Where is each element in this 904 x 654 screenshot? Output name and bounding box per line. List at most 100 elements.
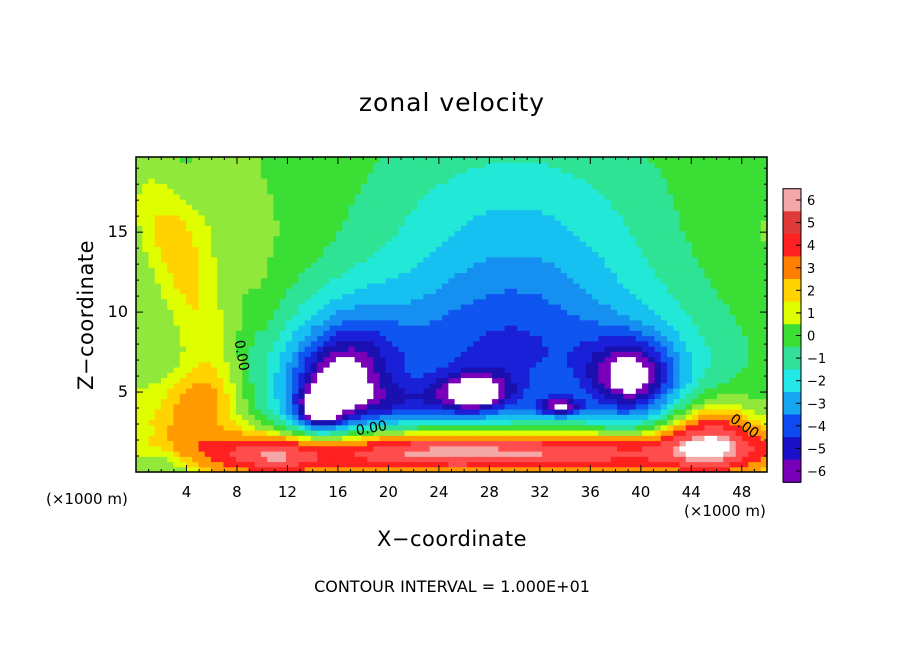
field-cell bbox=[417, 262, 424, 268]
field-cell bbox=[623, 419, 631, 426]
field-cell bbox=[410, 393, 418, 400]
field-cell bbox=[479, 382, 487, 389]
field-cell bbox=[198, 424, 206, 431]
field-cell bbox=[417, 267, 424, 274]
field-cell bbox=[173, 172, 181, 179]
field-cell bbox=[217, 199, 225, 205]
field-cell bbox=[154, 466, 162, 473]
field-cell bbox=[367, 414, 375, 421]
field-cell bbox=[610, 377, 618, 384]
field-cell bbox=[392, 193, 399, 200]
field-cell bbox=[417, 193, 424, 200]
field-cell bbox=[304, 356, 312, 363]
field-cell bbox=[142, 256, 150, 263]
field-cell bbox=[410, 204, 418, 211]
field-cell bbox=[510, 461, 518, 468]
field-cell bbox=[160, 162, 168, 169]
field-cell bbox=[173, 456, 181, 463]
field-cell bbox=[554, 272, 562, 279]
field-cell bbox=[373, 361, 381, 368]
field-cell bbox=[379, 340, 387, 347]
field-cell bbox=[354, 204, 362, 211]
field-cell bbox=[573, 325, 581, 331]
field-cell bbox=[136, 256, 143, 263]
field-cell bbox=[229, 262, 237, 268]
field-cell bbox=[548, 435, 556, 442]
field-cell bbox=[298, 325, 306, 331]
field-cell bbox=[654, 419, 662, 426]
field-cell bbox=[329, 272, 337, 279]
field-cell bbox=[567, 293, 574, 300]
field-cell bbox=[460, 340, 468, 347]
field-cell bbox=[360, 393, 368, 400]
field-cell bbox=[485, 445, 493, 452]
field-cell bbox=[448, 293, 456, 300]
field-cell bbox=[210, 314, 218, 321]
field-cell bbox=[423, 267, 431, 274]
field-cell bbox=[635, 424, 643, 431]
field-cell bbox=[423, 466, 431, 473]
field-cell bbox=[492, 193, 499, 200]
field-cell bbox=[567, 440, 574, 447]
field-cell bbox=[210, 445, 218, 452]
field-cell bbox=[254, 393, 262, 400]
field-cell bbox=[623, 277, 631, 284]
field-cell bbox=[379, 361, 387, 368]
field-cell bbox=[179, 314, 187, 321]
field-cell bbox=[529, 325, 537, 331]
field-cell bbox=[467, 193, 474, 200]
field-cell bbox=[648, 251, 656, 258]
field-cell bbox=[617, 293, 624, 300]
field-cell bbox=[229, 409, 237, 415]
field-cell bbox=[560, 409, 568, 415]
field-cell bbox=[260, 372, 268, 379]
field-cell bbox=[579, 340, 587, 347]
field-cell bbox=[385, 235, 393, 242]
field-cell bbox=[523, 178, 531, 184]
field-cell bbox=[360, 409, 368, 415]
field-cell bbox=[154, 351, 162, 358]
field-cell bbox=[435, 183, 443, 190]
field-cell bbox=[260, 304, 268, 310]
field-cell bbox=[604, 199, 612, 205]
field-cell bbox=[392, 246, 399, 253]
field-cell bbox=[554, 183, 562, 190]
field-cell bbox=[348, 419, 356, 426]
field-cell bbox=[373, 241, 381, 247]
field-cell bbox=[148, 456, 156, 463]
field-cell bbox=[635, 451, 643, 457]
field-cell bbox=[598, 414, 606, 421]
field-cell bbox=[254, 414, 262, 421]
field-cell bbox=[179, 199, 187, 205]
field-cell bbox=[454, 398, 462, 405]
field-cell bbox=[285, 466, 293, 473]
field-cell bbox=[585, 388, 593, 394]
field-cell bbox=[342, 256, 350, 263]
field-cell bbox=[198, 172, 206, 179]
field-cell bbox=[404, 351, 412, 358]
field-cell bbox=[523, 256, 531, 263]
field-cell bbox=[223, 288, 231, 295]
field-cell bbox=[585, 325, 593, 331]
field-cell bbox=[298, 440, 306, 447]
field-cell bbox=[548, 293, 556, 300]
field-cell bbox=[567, 214, 574, 221]
field-cell bbox=[548, 403, 556, 410]
field-cell bbox=[542, 456, 549, 463]
field-cell bbox=[229, 220, 237, 226]
field-cell bbox=[454, 419, 462, 426]
field-cell bbox=[285, 167, 293, 174]
field-cell bbox=[329, 162, 337, 169]
field-cell bbox=[648, 277, 656, 284]
field-cell bbox=[523, 377, 531, 384]
field-cell bbox=[217, 283, 225, 289]
field-cell bbox=[379, 398, 387, 405]
field-cell bbox=[185, 309, 193, 316]
field-cell bbox=[492, 351, 499, 358]
field-cell bbox=[585, 351, 593, 358]
field-cell bbox=[260, 419, 268, 426]
field-cell bbox=[473, 288, 481, 295]
field-cell bbox=[148, 199, 156, 205]
field-cell bbox=[148, 241, 156, 247]
field-cell bbox=[479, 293, 487, 300]
